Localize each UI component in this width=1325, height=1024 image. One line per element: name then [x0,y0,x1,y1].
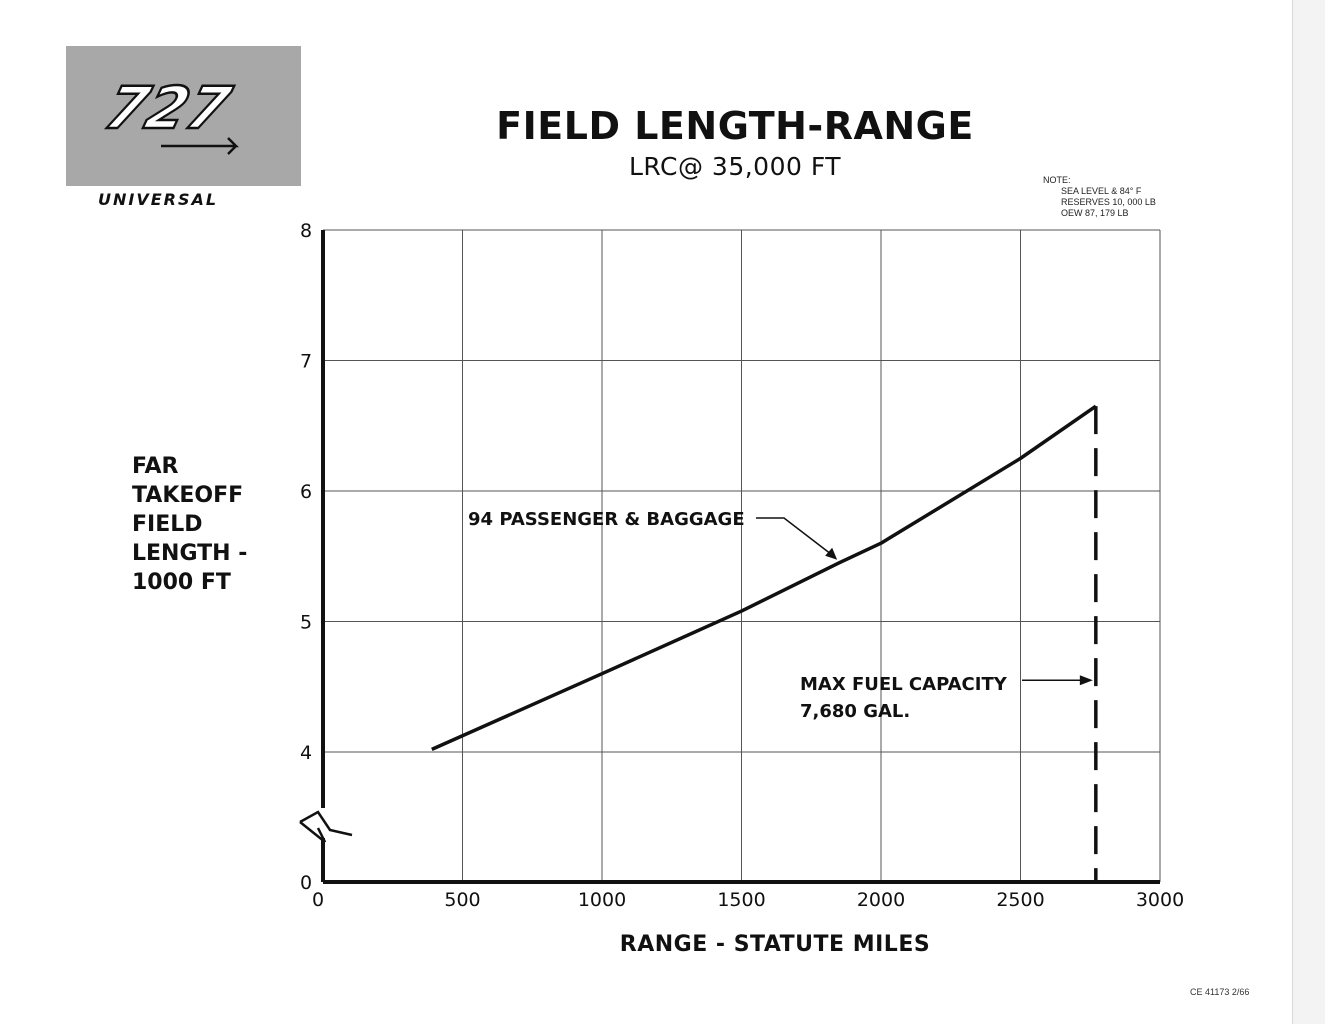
note-line: SEA LEVEL & 84° F [1061,186,1142,196]
note-line: OEW 87, 179 LB [1061,208,1129,218]
y-axis-label: FAR TAKEOFF FIELD LENGTH - 1000 FT [132,454,248,595]
logo-727: 727 [66,46,301,186]
logo-727-graphic: 727 [97,73,240,155]
x-tick-label: 1500 [717,889,765,911]
x-tick-label: 1000 [578,889,626,911]
logo-universal-text: UNIVERSAL [98,190,219,209]
x-tick-label: 2000 [857,889,905,911]
series-annotation-leader [756,517,834,557]
chart-subtitle: LRC@ 35,000 FT [628,152,842,181]
y-tick-label: 5 [300,612,312,634]
note-line: RESERVES 10, 000 LB [1061,197,1156,207]
note-block: NOTE: SEA LEVEL & 84° F RESERVES 10, 000… [1043,175,1193,219]
series-line [431,404,1097,751]
max-fuel-annotation-sublabel: 7,680 GAL. [800,701,910,722]
note-heading: NOTE: [1043,175,1071,185]
axis-break-icon [299,810,353,843]
series-annotation-arrowhead-icon [825,547,838,560]
y-tick-label: 0 [300,872,312,894]
x-tick-label: 2500 [996,889,1044,911]
series-annotation-label: 94 PASSENGER & BAGGAGE [468,509,745,530]
x-tick-label: 500 [444,889,480,911]
logo-arrow-icon [161,137,240,155]
logo-number: 727 [98,74,237,142]
page-edge [1292,0,1325,1024]
y-tick-label: 6 [300,481,312,503]
y-tick-label: 4 [300,742,312,764]
y-tick-label: 8 [300,220,312,242]
x-tick-label: 0 [312,889,324,911]
max-fuel-annotation-arrowhead-icon [1079,675,1093,686]
x-axis-label: RANGE - STATUTE MILES [619,932,931,957]
footer-code: CE 41173 2/66 [1190,987,1250,997]
x-tick-label: 3000 [1136,889,1184,911]
max-fuel-annotation-label: MAX FUEL CAPACITY [800,674,1008,695]
y-tick-label: 7 [300,351,312,373]
chart-title: FIELD LENGTH-RANGE [496,104,974,148]
